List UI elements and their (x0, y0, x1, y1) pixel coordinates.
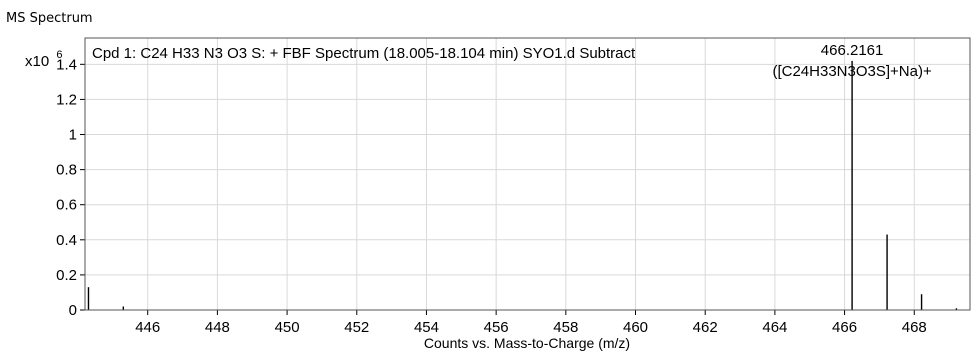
x-tick-label: 454 (414, 319, 439, 336)
peak-annotation-label: 466.2161 (821, 42, 884, 59)
x-tick-label: 468 (902, 319, 927, 336)
x-tick-label: 448 (205, 319, 230, 336)
x-tick-label: 446 (135, 319, 160, 336)
y-tick-label: 0.2 (56, 267, 77, 284)
x-tick-label: 466 (832, 319, 857, 336)
x-tick-label: 450 (275, 319, 300, 336)
x-axis-label: Counts vs. Mass-to-Charge (m/z) (424, 335, 630, 351)
x-tick-label: 458 (553, 319, 578, 336)
peak-annotation-label: ([C24H33N3O3S]+Na)+ (772, 63, 931, 80)
y-axis-ticks: 0 0.2 0.4 0.6 0.8 1 1.2 1.4 (56, 56, 85, 319)
peak-series (87, 60, 958, 310)
y-tick-label: 1 (69, 127, 77, 144)
x-axis-ticks: 446 448 450 452 454 456 458 460 462 464 466 468 (135, 310, 927, 336)
x-tick-label: 460 (623, 319, 648, 336)
y-tick-label: 1.2 (56, 91, 77, 108)
y-tick-label: 0.6 (56, 197, 77, 214)
y-multiplier-base: x10 (25, 53, 49, 70)
y-multiplier-exponent: 6 (56, 49, 62, 61)
y-tick-label: 0 (69, 302, 77, 319)
window-title: MS Spectrum (6, 11, 93, 26)
y-axis-multiplier: x10 6 (25, 49, 62, 70)
x-tick-label: 464 (762, 319, 787, 336)
peak-annotations: 466.2161 ([C24H33N3O3S]+Na)+ (772, 42, 931, 80)
y-tick-label: 1.4 (56, 56, 77, 73)
plot-frame (84, 37, 971, 311)
chart-title: Cpd 1: C24 H33 N3 O3 S: + FBF Spectrum (… (92, 45, 636, 62)
x-tick-label: 462 (693, 319, 718, 336)
x-tick-label: 456 (484, 319, 509, 336)
y-tick-label: 0.8 (56, 162, 77, 179)
x-tick-label: 452 (344, 319, 369, 336)
grid-lines (85, 38, 970, 310)
y-tick-label: 0.4 (56, 232, 77, 249)
